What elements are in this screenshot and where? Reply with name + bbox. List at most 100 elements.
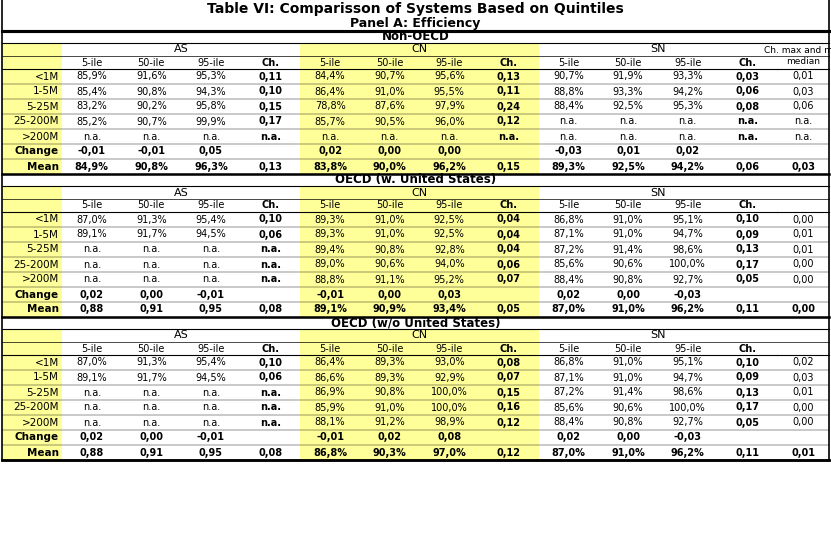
Text: 90,2%: 90,2% — [136, 101, 167, 112]
Bar — [300, 329, 538, 342]
Bar — [538, 415, 598, 430]
Bar — [777, 84, 829, 99]
Text: 94,2%: 94,2% — [671, 162, 705, 171]
Bar — [538, 227, 598, 242]
Bar — [479, 355, 538, 370]
Bar — [62, 242, 121, 257]
Bar — [360, 445, 420, 460]
Bar — [2, 69, 62, 84]
Bar — [777, 370, 829, 385]
Bar — [717, 84, 777, 99]
Bar — [538, 159, 598, 174]
Text: 100,0%: 100,0% — [669, 403, 706, 412]
Text: 0,10: 0,10 — [258, 86, 283, 96]
Bar — [658, 144, 717, 159]
Text: n.a.: n.a. — [559, 116, 578, 127]
Bar — [181, 287, 241, 302]
Text: 0,11: 0,11 — [258, 72, 283, 81]
Text: 5-ile: 5-ile — [81, 343, 102, 354]
Bar — [360, 272, 420, 287]
Bar — [241, 400, 300, 415]
Text: >200M: >200M — [22, 274, 59, 285]
Text: 94,7%: 94,7% — [672, 372, 703, 383]
Bar — [62, 272, 121, 287]
Text: 0,13: 0,13 — [735, 245, 760, 254]
Bar — [181, 199, 241, 212]
Text: 50-ile: 50-ile — [138, 201, 165, 211]
Bar — [181, 445, 241, 460]
Bar — [777, 227, 829, 242]
Bar — [420, 370, 479, 385]
Text: 97,9%: 97,9% — [434, 101, 465, 112]
Bar — [777, 400, 829, 415]
Text: Panel A: Efficiency: Panel A: Efficiency — [351, 17, 480, 31]
Bar — [479, 114, 538, 129]
Bar — [717, 56, 777, 69]
Bar — [300, 69, 360, 84]
Text: 0,06: 0,06 — [497, 259, 521, 270]
Text: 93,3%: 93,3% — [612, 86, 643, 96]
Bar — [121, 445, 181, 460]
Bar — [300, 99, 360, 114]
Text: 92,5%: 92,5% — [434, 230, 465, 239]
Text: Change: Change — [15, 147, 59, 156]
Bar — [658, 430, 717, 445]
Bar — [300, 272, 360, 287]
Bar — [241, 257, 300, 272]
Bar — [717, 287, 777, 302]
Bar — [479, 415, 538, 430]
Text: 91,6%: 91,6% — [136, 72, 167, 81]
Text: 87,0%: 87,0% — [552, 305, 585, 314]
Text: 91,2%: 91,2% — [374, 418, 405, 427]
Text: 87,1%: 87,1% — [553, 230, 584, 239]
Text: n.a.: n.a. — [82, 403, 101, 412]
Bar — [479, 287, 538, 302]
Text: 0,09: 0,09 — [735, 372, 760, 383]
Bar — [62, 355, 121, 370]
Bar — [360, 129, 420, 144]
Bar — [62, 144, 121, 159]
Bar — [121, 69, 181, 84]
Text: 0,00: 0,00 — [792, 403, 814, 412]
Text: -0,03: -0,03 — [554, 147, 583, 156]
Bar — [538, 129, 598, 144]
Bar — [538, 43, 777, 56]
Text: 93,0%: 93,0% — [434, 357, 465, 368]
Bar — [717, 242, 777, 257]
Bar — [241, 84, 300, 99]
Bar — [2, 186, 62, 199]
Bar — [658, 212, 717, 227]
Bar — [62, 302, 121, 317]
Text: 50-ile: 50-ile — [614, 58, 642, 67]
Text: 0,04: 0,04 — [497, 230, 521, 239]
Text: 85,2%: 85,2% — [76, 116, 107, 127]
Text: 0,00: 0,00 — [791, 305, 815, 314]
Bar — [300, 445, 360, 460]
Text: 0,02: 0,02 — [792, 357, 814, 368]
Text: 99,9%: 99,9% — [195, 116, 226, 127]
Text: n.a.: n.a. — [794, 132, 812, 142]
Bar — [479, 212, 538, 227]
Bar — [658, 415, 717, 430]
Bar — [777, 144, 829, 159]
Text: n.a.: n.a. — [82, 245, 101, 254]
Text: 0,05: 0,05 — [497, 305, 521, 314]
Bar — [658, 242, 717, 257]
Bar — [360, 242, 420, 257]
Bar — [538, 212, 598, 227]
Bar — [658, 302, 717, 317]
Bar — [598, 287, 658, 302]
Bar — [420, 199, 479, 212]
Text: CN: CN — [411, 45, 428, 54]
Text: Mean: Mean — [27, 162, 59, 171]
Text: 1-5M: 1-5M — [33, 372, 59, 383]
Bar — [2, 84, 62, 99]
Bar — [300, 257, 360, 272]
Bar — [420, 114, 479, 129]
Bar — [598, 342, 658, 355]
Bar — [62, 329, 300, 342]
Text: 0,95: 0,95 — [199, 305, 223, 314]
Bar — [420, 400, 479, 415]
Text: 95-ile: 95-ile — [674, 343, 701, 354]
Text: 5-ile: 5-ile — [319, 58, 341, 67]
